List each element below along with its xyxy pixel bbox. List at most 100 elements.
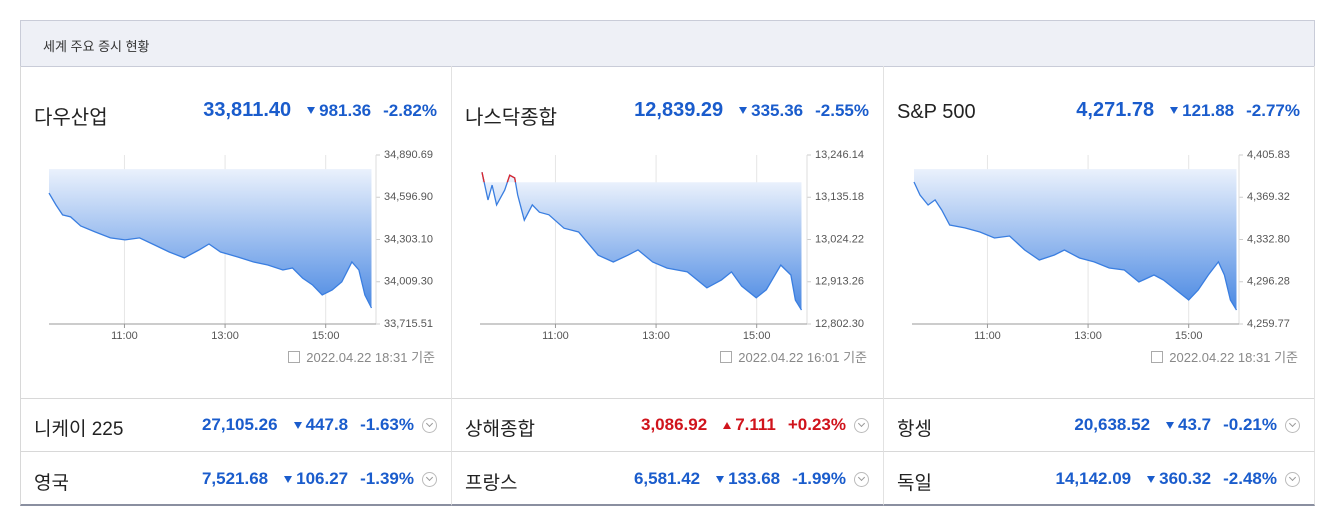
price: 20,638.52 [1074, 415, 1151, 434]
y-tick-label: 13,135.18 [815, 191, 864, 203]
index-row: 프랑스 6,581.42 133.68 -1.99% [452, 452, 884, 506]
expand-button[interactable] [854, 417, 869, 433]
change: 43.7 [1178, 415, 1212, 434]
index-card: 다우산업 33,811.40 981.36 -2.82% 11:00 13:00 15:00… [20, 66, 452, 399]
index-name: 나스닥종합 [465, 107, 557, 129]
line [913, 181, 1238, 311]
quote: 27,105.26 447.8 -1.63% [202, 415, 437, 435]
change: 447.8 [305, 415, 349, 434]
updated-text: 2022.04.22 18:31 기준 [1169, 350, 1298, 365]
expand-button[interactable] [422, 471, 437, 487]
rate: -1.39% [360, 469, 414, 488]
area [914, 169, 1237, 310]
y-tick-label: 33,715.51 [384, 318, 433, 330]
x-tick-label: 15:00 [312, 330, 340, 342]
line-above-reference [481, 172, 517, 183]
quote: 20,638.52 43.7 -0.21% [1074, 415, 1300, 435]
quote: 33,811.40 981.36 -2.82% [203, 99, 437, 122]
direction-icon [739, 107, 748, 114]
index-row: 독일 14,142.09 360.32 -2.48% [884, 452, 1315, 506]
price: 14,142.09 [1055, 469, 1132, 488]
index-row: 상해종합 3,086.92 7.111 +0.23% [452, 398, 884, 452]
direction-icon [307, 107, 316, 114]
y-tick-label: 34,303.10 [384, 233, 433, 245]
rate: +0.23% [787, 415, 846, 434]
x-tick-label: 13:00 [211, 330, 239, 342]
direction-icon [293, 421, 302, 429]
rate: -2.48% [1223, 469, 1277, 488]
quote: 6,581.42 133.68 -1.99% [634, 469, 869, 489]
index-name: 상해종합 [465, 419, 535, 440]
price: 4,271.78 [1076, 99, 1155, 121]
clock-icon [288, 350, 301, 363]
x-tick-label: 11:00 [111, 330, 138, 342]
updated: 2022.04.22 18:31 기준 [288, 347, 435, 366]
quote: 7,521.68 106.27 -1.39% [202, 469, 437, 489]
change: 106.27 [296, 469, 349, 488]
rate: -1.99% [792, 469, 846, 488]
change: 121.88 [1182, 100, 1235, 120]
chart: 11:00 13:00 15:00 4,405.83 4,369.32 4,332.80 4… [912, 149, 1290, 342]
direction-icon [1170, 107, 1179, 114]
y-tick-label: 12,802.30 [815, 318, 864, 330]
y-tick-label: 4,369.32 [1247, 191, 1290, 203]
rate: -1.63% [360, 415, 414, 434]
change: 335.36 [751, 100, 804, 120]
expand-button[interactable] [1285, 417, 1300, 433]
expand-button[interactable] [854, 471, 869, 487]
index-row: 항셍 20,638.52 43.7 -0.21% [884, 398, 1315, 452]
expand-button[interactable] [422, 417, 437, 433]
index-name: 독일 [897, 473, 932, 494]
change: 133.68 [728, 469, 781, 488]
index-row: 영국 7,521.68 106.27 -1.39% [20, 452, 452, 506]
price: 3,086.92 [641, 415, 708, 434]
updated-text: 2022.04.22 16:01 기준 [738, 350, 867, 365]
quote: 14,142.09 360.32 -2.48% [1055, 469, 1300, 489]
y-tick-label: 4,405.83 [1247, 149, 1290, 161]
x-tick-label: 13:00 [642, 330, 670, 342]
y-tick-label: 12,913.26 [815, 276, 864, 288]
index-name: 프랑스 [465, 473, 518, 494]
clock-icon [720, 350, 733, 363]
index-name: 니케이 225 [34, 419, 124, 440]
y-tick-label: 13,246.14 [815, 149, 864, 161]
index-row: 니케이 225 27,105.26 447.8 -1.63% [20, 398, 452, 452]
rate: -2.82% [383, 100, 437, 120]
quote: 12,839.29 335.36 -2.55% [634, 99, 869, 122]
clock-icon [1151, 350, 1164, 363]
index-name: 영국 [34, 473, 69, 494]
change: 360.32 [1159, 469, 1212, 488]
y-tick-label: 4,296.28 [1247, 276, 1290, 288]
rate: -2.77% [1246, 100, 1300, 120]
line [48, 192, 373, 309]
rate: -0.21% [1223, 415, 1277, 434]
x-tick-label: 11:00 [542, 330, 569, 342]
price: 6,581.42 [633, 469, 701, 488]
direction-icon [1166, 421, 1175, 429]
index-card: 나스닥종합 12,839.29 335.36 -2.55% 11:00 13:00 15:0… [452, 66, 884, 399]
area [482, 172, 802, 310]
x-tick-label: 13:00 [1074, 330, 1102, 342]
y-tick-label: 4,259.77 [1247, 318, 1290, 330]
rate: -2.55% [815, 100, 869, 120]
y-tick-label: 4,332.80 [1247, 233, 1290, 245]
index-card: S&P 500 4,271.78 121.88 -2.77% 11:00 13:00 15:… [884, 66, 1315, 399]
direction-icon [716, 475, 725, 483]
price: 27,105.26 [201, 415, 278, 434]
x-tick-label: 11:00 [974, 330, 1001, 342]
header-title: 세계 주요 증시 현황 [43, 39, 150, 54]
index-name: S&P 500 [897, 101, 976, 123]
updated: 2022.04.22 18:31 기준 [1151, 347, 1298, 366]
expand-button[interactable] [1285, 471, 1300, 487]
header: 세계 주요 증시 현황 [20, 20, 1315, 67]
x-tick-label: 15:00 [1175, 330, 1203, 342]
chart: 11:00 13:00 15:00 34,890.69 34,596.90 34,303.… [48, 149, 433, 342]
price: 7,521.68 [201, 469, 269, 488]
price: 33,811.40 [203, 99, 292, 121]
updated: 2022.04.22 16:01 기준 [720, 347, 867, 366]
chart: 11:00 13:00 15:00 13,246.14 13,135.18 13,024.… [480, 149, 864, 342]
change: 981.36 [319, 100, 372, 120]
index-name: 항셍 [897, 419, 932, 440]
quote: 4,271.78 121.88 -2.77% [1076, 99, 1300, 122]
